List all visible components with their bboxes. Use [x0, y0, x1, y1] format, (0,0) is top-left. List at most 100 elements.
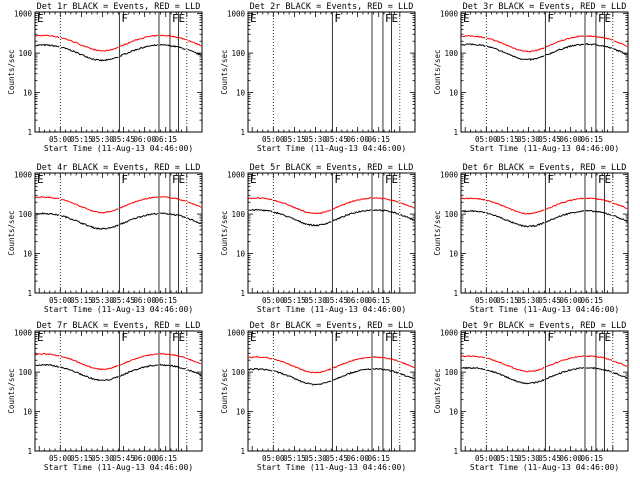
- y-axis-label: Counts/sec: [433, 49, 442, 94]
- y-tick-label: 1000: [227, 10, 246, 19]
- lld-series-line: [35, 353, 60, 357]
- x-tick-label: 05:00: [262, 135, 285, 144]
- x-tick-label: 05:30: [517, 135, 540, 144]
- x-tick-label: 05:30: [304, 135, 327, 144]
- x-tick-label: 05:15: [283, 454, 306, 463]
- plot-title: Det 1r BLACK = Events, RED = LLD: [37, 2, 201, 12]
- lld-series-line: [585, 35, 613, 41]
- event-marker-label: FE: [598, 173, 611, 186]
- x-tick-label: 05:45: [538, 296, 561, 305]
- lld-series-line: [613, 202, 628, 210]
- events-series-line: [613, 372, 628, 380]
- lld-series-line: [585, 355, 613, 361]
- events-series-line: [486, 212, 545, 228]
- plot-panel-8: Det 8r BLACK = Events, RED = LLD 1 10 100 10…: [220, 321, 416, 472]
- x-tick-label: 05:15: [70, 296, 93, 305]
- events-series-line: [159, 212, 186, 219]
- x-axis-label: Start Time (11-Aug-13 04:46:00): [257, 305, 406, 314]
- x-tick-label: 05:30: [91, 454, 114, 463]
- x-axis-label: Start Time (11-Aug-13 04:46:00): [257, 463, 406, 472]
- events-series-line: [60, 366, 119, 382]
- events-series-line: [461, 43, 486, 48]
- x-axis-label: Start Time (11-Aug-13 04:46:00): [470, 305, 619, 314]
- plot-title: Det 6r BLACK = Events, RED = LLD: [463, 163, 627, 173]
- event-marker-label: FE: [385, 173, 398, 186]
- events-series-line: [486, 369, 545, 385]
- x-tick-label: 06:15: [580, 135, 603, 144]
- y-tick-label: 10: [236, 408, 246, 417]
- y-tick-label: 1: [453, 447, 458, 456]
- x-tick-label: 05:30: [517, 296, 540, 305]
- x-tick-label: 05:30: [304, 296, 327, 305]
- x-axis-label: Start Time (11-Aug-13 04:46:00): [44, 463, 193, 472]
- lld-series-line: [332, 356, 372, 369]
- event-marker-label: F: [334, 12, 341, 25]
- lld-series-line: [486, 37, 545, 53]
- events-series-line: [400, 372, 415, 380]
- event-marker-label: FE: [172, 173, 185, 186]
- events-series-line: [486, 45, 545, 61]
- lld-series-line: [35, 34, 60, 38]
- events-series-line: [159, 363, 186, 370]
- x-tick-label: 05:00: [262, 296, 285, 305]
- x-tick-label: 05:00: [475, 454, 498, 463]
- events-series-line: [119, 212, 159, 225]
- x-tick-label: 05:15: [283, 135, 306, 144]
- y-tick-label: 10: [236, 250, 246, 259]
- y-axis-label: Counts/sec: [433, 210, 442, 255]
- event-marker-label: F: [547, 173, 554, 186]
- y-axis-label: Counts/sec: [220, 210, 229, 255]
- events-series-line: [461, 366, 486, 371]
- y-tick-label: 1: [27, 289, 32, 298]
- y-axis-label: Counts/sec: [7, 210, 16, 255]
- lld-series-line: [60, 37, 119, 52]
- x-tick-label: 06:15: [154, 296, 177, 305]
- y-tick-label: 1000: [440, 329, 459, 338]
- lld-series-line: [461, 355, 486, 359]
- lld-series-line: [187, 40, 202, 47]
- y-tick-label: 100: [18, 49, 32, 58]
- plot-panel-2: Det 2r BLACK = Events, RED = LLD 1 10 100 10…: [220, 2, 416, 153]
- events-series-line: [585, 366, 613, 373]
- y-tick-label: 100: [18, 368, 32, 377]
- plot-title: Det 8r BLACK = Events, RED = LLD: [250, 321, 414, 331]
- x-tick-label: 05:45: [325, 296, 348, 305]
- x-tick-label: 05:00: [262, 454, 285, 463]
- x-tick-label: 05:45: [325, 135, 348, 144]
- x-axis-label: Start Time (11-Aug-13 04:46:00): [470, 463, 619, 472]
- x-tick-label: 05:45: [112, 296, 135, 305]
- y-tick-label: 1: [453, 289, 458, 298]
- plot-panel-9: Det 9r BLACK = Events, RED = LLD 1 10 100 10…: [433, 321, 629, 472]
- y-axis-label: Counts/sec: [7, 368, 16, 413]
- x-tick-label: 05:45: [325, 454, 348, 463]
- lld-series-line: [248, 197, 273, 201]
- events-series-line: [187, 48, 202, 56]
- y-tick-label: 10: [23, 250, 33, 259]
- x-tick-label: 05:00: [49, 296, 72, 305]
- x-tick-label: 06:00: [346, 135, 369, 144]
- lld-series-line: [60, 355, 119, 371]
- x-tick-label: 05:15: [496, 454, 519, 463]
- x-tick-label: 05:45: [538, 454, 561, 463]
- lld-series-line: [545, 355, 585, 368]
- x-tick-label: 05:30: [91, 135, 114, 144]
- x-tick-label: 05:15: [496, 296, 519, 305]
- events-series-line: [60, 215, 119, 230]
- events-series-line: [273, 211, 332, 227]
- plot-panel-5: Det 5r BLACK = Events, RED = LLD 1 10 100 10…: [220, 163, 416, 314]
- x-tick-label: 05:45: [112, 135, 135, 144]
- events-series-line: [400, 213, 415, 221]
- y-tick-label: 10: [449, 250, 459, 259]
- plot-panel-6: Det 6r BLACK = Events, RED = LLD 1 10 100 10…: [433, 163, 629, 314]
- lld-series-line: [372, 356, 399, 362]
- x-tick-label: 06:00: [133, 296, 156, 305]
- events-series-line: [332, 368, 372, 381]
- lld-series-line: [372, 197, 400, 203]
- x-tick-label: 05:00: [475, 135, 498, 144]
- events-series-line: [187, 217, 202, 224]
- x-tick-label: 06:00: [133, 454, 156, 463]
- lld-series-line: [119, 353, 158, 366]
- x-tick-label: 05:15: [496, 135, 519, 144]
- plot-title: Det 5r BLACK = Events, RED = LLD: [250, 163, 414, 173]
